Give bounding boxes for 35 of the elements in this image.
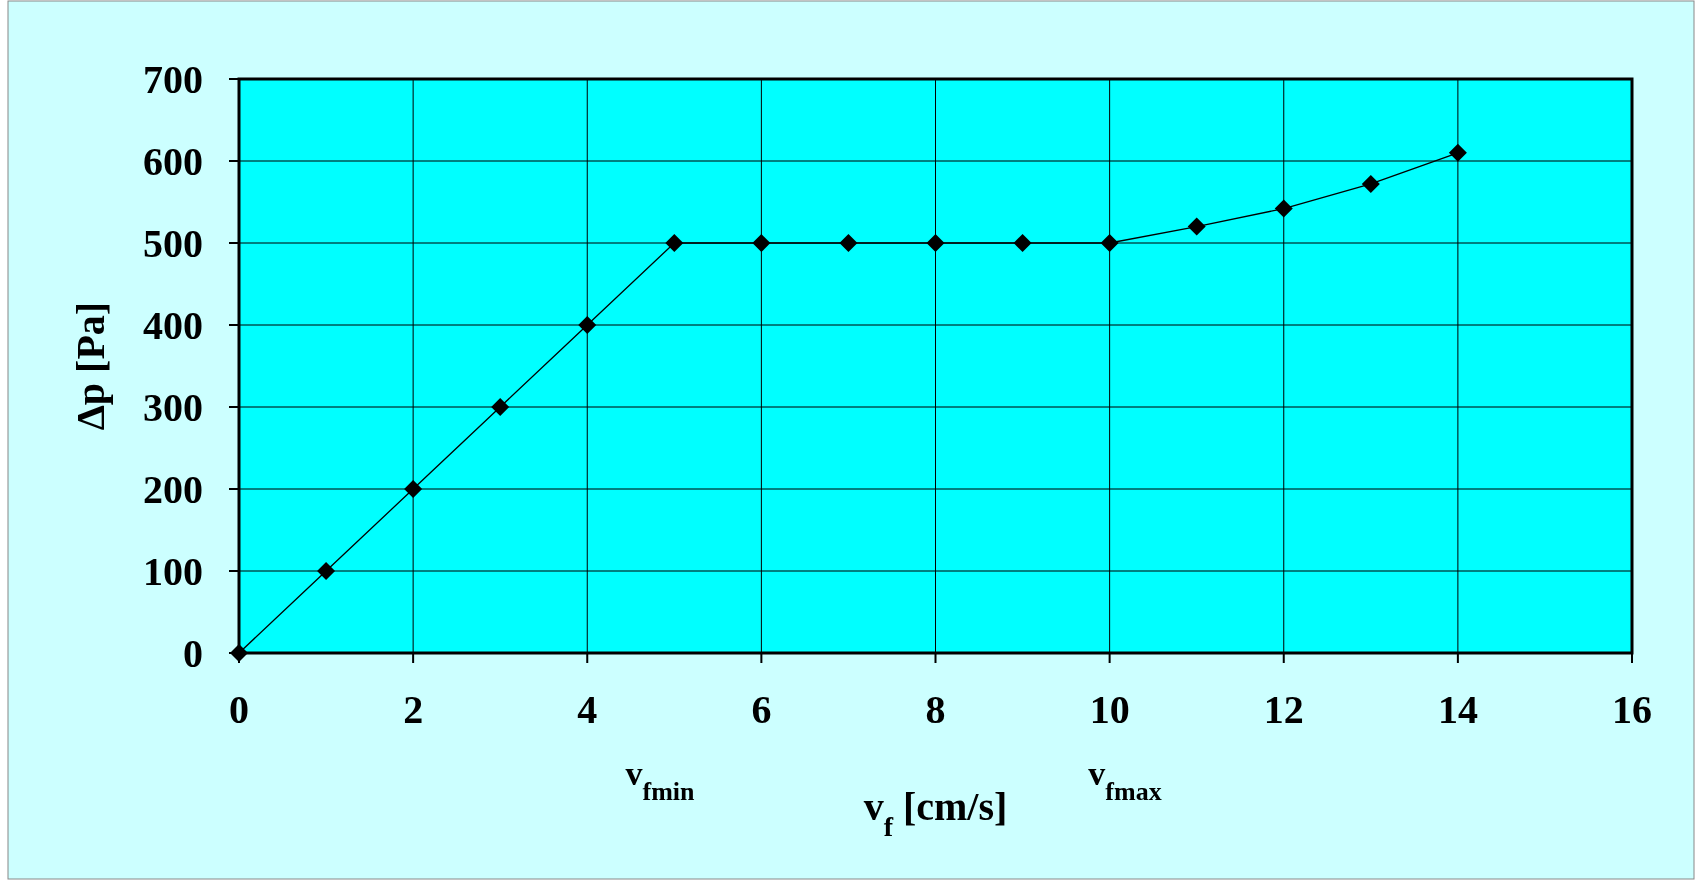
y-tick-label: 600 bbox=[143, 139, 203, 184]
y-tick-label: 200 bbox=[143, 467, 203, 512]
y-axis-title: Δp [Pa] bbox=[68, 301, 113, 431]
y-tick-label: 100 bbox=[143, 549, 203, 594]
y-tick-label: 0 bbox=[183, 631, 203, 676]
point bbox=[317, 562, 336, 580]
point bbox=[926, 234, 945, 252]
y-tick-label: 300 bbox=[143, 385, 203, 430]
point bbox=[1361, 174, 1380, 193]
point bbox=[839, 234, 858, 252]
point bbox=[491, 398, 510, 416]
point bbox=[665, 234, 684, 252]
point bbox=[1448, 143, 1467, 162]
point bbox=[1187, 217, 1206, 236]
x-tick-label: 4 bbox=[577, 687, 598, 732]
y-tick-label: 400 bbox=[143, 303, 203, 348]
point bbox=[404, 480, 423, 498]
x-tick-label: 6 bbox=[751, 687, 772, 732]
point bbox=[752, 234, 771, 252]
y-tick-label: 700 bbox=[143, 57, 203, 102]
y-tick-label: 500 bbox=[143, 221, 203, 266]
x-tick-label: 14 bbox=[1437, 687, 1478, 732]
point bbox=[1274, 199, 1293, 218]
text: v$_{fmax}$ bbox=[1088, 755, 1162, 806]
x-tick-label: 2 bbox=[403, 687, 424, 732]
x-tick-label: 12 bbox=[1263, 687, 1304, 732]
x-axis-title: v$_{f}$ [cm/s] bbox=[863, 784, 1008, 842]
x-tick-label: 10 bbox=[1089, 687, 1130, 732]
text: v$_{fmin}$ bbox=[625, 755, 696, 806]
point bbox=[578, 316, 597, 334]
point bbox=[1100, 234, 1119, 252]
x-tick-label: 16 bbox=[1612, 687, 1652, 732]
x-tick-label: 8 bbox=[925, 687, 946, 732]
point bbox=[1013, 234, 1032, 252]
x-tick-label: 0 bbox=[229, 687, 249, 732]
